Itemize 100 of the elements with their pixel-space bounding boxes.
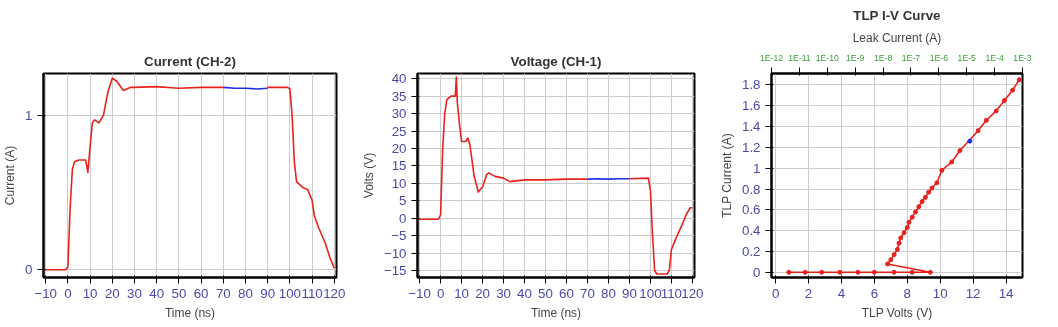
x-tick-label: 50 [171, 285, 187, 301]
x2-tick-label: 1E-4 [985, 52, 1004, 63]
y-tick-label: 1 [753, 160, 761, 176]
x-tick-label: 8 [903, 285, 911, 301]
x-tick-label: 12 [965, 285, 981, 301]
x-axis-title: Time (ns) [530, 305, 582, 320]
x-tick-label: 20 [475, 285, 490, 301]
y-tick-label: 0.6 [741, 202, 761, 218]
x-tick-label: 80 [238, 285, 253, 301]
point [855, 269, 861, 275]
y-tick-label: 30 [391, 106, 407, 122]
y-tick-label: 5 [399, 193, 407, 209]
y-tick-label: 35 [391, 88, 407, 104]
point [871, 269, 877, 275]
point [1010, 87, 1016, 93]
x2-axis-title: Leak Current (A) [852, 30, 942, 45]
x-tick-label: 90 [622, 285, 637, 301]
point [894, 246, 900, 252]
x-tick-label: 6 [870, 285, 879, 301]
x-tick-label: 40 [149, 285, 165, 301]
point [913, 209, 919, 215]
x-tick-label: 60 [193, 285, 209, 301]
x2-tick-label: 1E-11 [788, 52, 811, 63]
point [898, 235, 904, 241]
y-tick-label: −5 [391, 228, 407, 244]
y-tick-label: 1.4 [741, 119, 762, 135]
point [786, 269, 792, 275]
x-tick-label: 30 [496, 285, 511, 301]
y-tick-label: 15 [391, 158, 407, 174]
x2-tick-label: 1E-10 [815, 52, 840, 63]
point [919, 199, 925, 205]
y-tick-label: 40 [391, 71, 407, 87]
x-tick-label: 60 [559, 285, 574, 301]
chart-title: TLP I-V Curve [853, 7, 941, 23]
x-tick-label: 2 [804, 285, 813, 301]
x-tick-label: 120 [323, 285, 346, 301]
point [1001, 98, 1007, 104]
x-tick-label: 110 [660, 285, 683, 301]
point [909, 269, 915, 275]
x-axis-title: Time (ns) [164, 305, 216, 320]
point [901, 230, 907, 236]
x2-tick-label: 1E-9 [846, 52, 865, 63]
y-tick-label: 1.2 [741, 139, 761, 155]
y-tick-label: 20 [391, 140, 407, 156]
point [904, 225, 910, 231]
chart-title: Voltage (CH-1) [510, 53, 602, 69]
point [885, 261, 891, 267]
y-axis-title: Current (A) [3, 145, 18, 206]
x-tick-label: 70 [215, 285, 231, 301]
x-tick-label: 50 [538, 285, 553, 301]
chart-title: Current (CH-2) [144, 53, 236, 69]
x-tick-label: 10 [454, 285, 469, 301]
x2-tick-label: 1E-3 [1013, 52, 1032, 63]
point [929, 185, 935, 191]
x-tick-label: 100 [639, 285, 662, 301]
y-tick-label: −10 [383, 245, 407, 261]
y-tick-label: 1 [25, 107, 33, 123]
x-tick-label: 0 [64, 285, 72, 301]
y-tick-label: 0.2 [741, 243, 761, 259]
point [927, 269, 933, 275]
x-tick-label: 90 [260, 285, 276, 301]
point [916, 204, 922, 210]
x-tick-label: 110 [301, 285, 323, 301]
x-tick-label: 40 [517, 285, 532, 301]
point [957, 148, 963, 154]
point [837, 269, 843, 275]
x2-tick-label: 1E-6 [929, 52, 949, 63]
x-tick-label: 80 [601, 285, 616, 301]
point [983, 117, 989, 123]
x-tick-label: 0 [771, 285, 780, 301]
y-tick-label: 0 [753, 264, 761, 280]
point [909, 214, 915, 220]
x-axis-title: TLP Volts (V) [861, 305, 933, 320]
x-tick-label: 0 [436, 285, 445, 301]
point [888, 257, 894, 263]
x2-tick-label: 1E-7 [901, 52, 921, 63]
x2-tick-label: 1E-12 [759, 52, 784, 63]
point [891, 269, 897, 275]
y-tick-label: 0.4 [741, 223, 762, 239]
y-axis-title: Volts (V) [361, 152, 376, 199]
x-tick-label: 120 [681, 285, 704, 301]
y-tick-label: 1.6 [741, 98, 761, 114]
y-tick-label: 10 [391, 175, 407, 191]
point [891, 252, 897, 258]
y-tick-label: −15 [383, 263, 407, 279]
y-tick-label: 25 [391, 123, 407, 139]
point [926, 189, 932, 195]
y-axis-title: TLP Current (A) [719, 133, 734, 218]
y-tick-label: 0.8 [741, 181, 761, 197]
y-tick-label: 1.8 [741, 77, 761, 93]
x-tick-label: 30 [127, 285, 142, 301]
point [1016, 77, 1022, 83]
x-tick-label: 10 [932, 285, 948, 301]
x-tick-label: 70 [580, 285, 595, 301]
point [896, 240, 902, 246]
point [975, 128, 981, 134]
x2-tick-label: 1E-8 [873, 52, 893, 63]
point [993, 108, 999, 114]
x-tick-label: 14 [998, 285, 1015, 301]
point [802, 269, 808, 275]
